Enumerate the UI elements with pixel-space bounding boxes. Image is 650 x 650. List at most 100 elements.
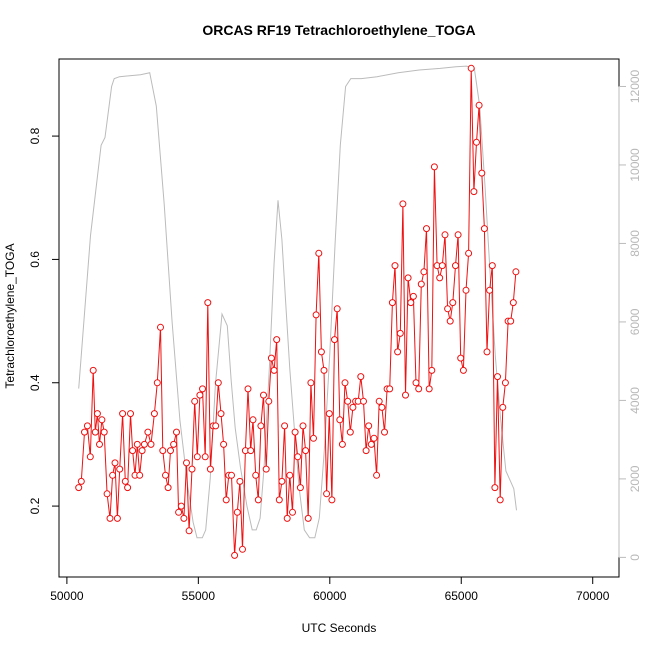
data-point xyxy=(496,496,504,504)
data-point xyxy=(214,379,222,387)
data-point xyxy=(111,459,119,467)
data-point xyxy=(228,471,235,479)
data-point xyxy=(199,385,206,393)
data-point xyxy=(244,385,252,393)
data-point xyxy=(478,169,486,177)
data-point xyxy=(252,471,260,479)
data-point xyxy=(470,188,478,196)
data-point xyxy=(116,465,124,473)
data-point xyxy=(236,477,244,485)
data-point xyxy=(480,225,488,233)
data-point xyxy=(93,410,101,418)
data-point xyxy=(394,348,402,356)
altitude-line xyxy=(78,65,517,539)
data-point xyxy=(291,428,299,436)
data-point xyxy=(83,422,91,430)
right-y-tick-label: 4000 xyxy=(628,387,642,414)
data-point xyxy=(307,379,315,387)
data-point xyxy=(317,348,325,356)
data-point xyxy=(375,397,383,405)
data-point xyxy=(278,477,286,485)
data-point xyxy=(212,422,220,430)
data-point xyxy=(124,484,132,492)
data-point xyxy=(396,329,404,337)
data-point xyxy=(109,471,117,479)
data-point xyxy=(257,422,265,430)
data-point xyxy=(381,428,388,436)
data-point xyxy=(357,373,365,381)
data-point xyxy=(75,484,83,492)
data-point xyxy=(204,299,212,307)
data-point xyxy=(325,410,333,418)
right-y-tick-label: 10000 xyxy=(628,148,642,182)
data-point xyxy=(113,514,121,522)
data-point xyxy=(281,422,289,430)
data-point xyxy=(150,410,158,418)
data-point xyxy=(328,496,336,504)
data-point xyxy=(217,410,225,418)
data-point xyxy=(254,496,262,504)
data-point xyxy=(193,453,201,461)
data-point xyxy=(239,545,246,553)
data-point xyxy=(475,101,483,109)
data-point xyxy=(454,231,462,239)
data-point xyxy=(338,440,346,448)
x-axis: 50000 55000 60000 65000 70000 xyxy=(50,576,610,603)
data-point xyxy=(420,268,428,276)
data-point xyxy=(247,447,255,455)
data-point xyxy=(286,471,294,479)
data-point xyxy=(320,366,328,374)
y-axis-label: Tetrachloroethylene_TOGA xyxy=(3,243,17,388)
data-point xyxy=(164,484,172,492)
data-point xyxy=(507,317,515,325)
data-point xyxy=(185,527,193,535)
data-point xyxy=(391,262,399,270)
data-point xyxy=(89,366,97,374)
data-point xyxy=(417,280,425,288)
data-point xyxy=(106,514,114,522)
data-point xyxy=(336,416,344,424)
data-point xyxy=(430,163,438,171)
data-point xyxy=(201,453,209,461)
x-tick-label: 55000 xyxy=(182,589,216,603)
data-point xyxy=(486,286,494,294)
data-point xyxy=(488,262,496,270)
series-line xyxy=(78,68,517,556)
data-point xyxy=(312,311,320,319)
data-point xyxy=(412,379,420,387)
data-point xyxy=(360,397,367,405)
data-point xyxy=(129,447,137,455)
data-point xyxy=(167,447,174,455)
data-point xyxy=(404,274,412,282)
data-point xyxy=(119,410,127,418)
data-point xyxy=(162,471,169,479)
data-point xyxy=(265,397,273,405)
data-point xyxy=(170,440,178,448)
data-point xyxy=(388,299,396,307)
data-point xyxy=(289,508,296,516)
data-point xyxy=(249,416,257,424)
data-point xyxy=(423,225,430,233)
data-point xyxy=(370,434,378,442)
data-point xyxy=(367,440,375,448)
y-tick-label: 0.2 xyxy=(28,497,42,514)
data-point xyxy=(501,379,509,387)
data-point xyxy=(425,385,433,393)
altitude-series xyxy=(78,65,517,539)
right-y-tick-label: 12000 xyxy=(628,69,642,103)
x-tick-label: 65000 xyxy=(445,589,479,603)
data-point xyxy=(483,348,491,356)
data-point xyxy=(441,231,449,239)
data-point xyxy=(365,422,373,430)
data-point xyxy=(127,410,134,418)
right-y-axis: 0 2000 4000 6000 8000 10000 12000 xyxy=(618,69,642,561)
data-point xyxy=(310,434,317,442)
data-point xyxy=(491,484,499,492)
data-point xyxy=(415,385,423,393)
data-point xyxy=(157,323,164,331)
data-point xyxy=(449,299,457,307)
data-point xyxy=(436,274,444,282)
data-point xyxy=(341,379,349,387)
data-point xyxy=(220,440,228,448)
